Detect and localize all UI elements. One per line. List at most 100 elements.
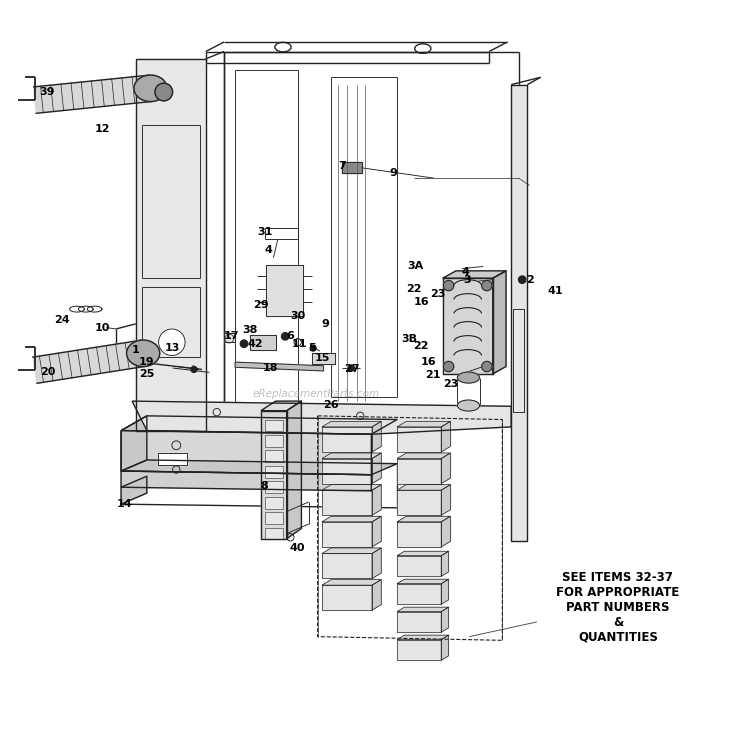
- Text: 1: 1: [132, 344, 140, 355]
- Polygon shape: [265, 512, 283, 524]
- Polygon shape: [372, 453, 381, 484]
- Polygon shape: [121, 416, 147, 471]
- Polygon shape: [322, 553, 372, 578]
- Polygon shape: [322, 453, 381, 459]
- Text: 15: 15: [314, 353, 330, 364]
- Text: 29: 29: [253, 300, 268, 311]
- Polygon shape: [121, 431, 371, 475]
- Polygon shape: [441, 579, 448, 604]
- Polygon shape: [441, 421, 451, 452]
- Polygon shape: [265, 435, 283, 447]
- Polygon shape: [397, 517, 451, 522]
- Polygon shape: [441, 517, 451, 547]
- Circle shape: [482, 361, 492, 372]
- Text: 22: 22: [413, 341, 428, 351]
- Circle shape: [518, 276, 526, 283]
- Polygon shape: [397, 427, 441, 452]
- Text: 2: 2: [526, 275, 533, 285]
- Polygon shape: [121, 471, 371, 491]
- Polygon shape: [397, 579, 448, 584]
- Polygon shape: [372, 548, 381, 578]
- Text: 25: 25: [140, 369, 154, 379]
- Polygon shape: [493, 271, 506, 374]
- Polygon shape: [397, 459, 441, 484]
- Polygon shape: [397, 485, 451, 490]
- Circle shape: [310, 345, 316, 351]
- Text: 17: 17: [224, 331, 239, 342]
- Text: 24: 24: [55, 315, 70, 325]
- Polygon shape: [372, 580, 381, 610]
- Polygon shape: [265, 528, 283, 539]
- Text: 7: 7: [338, 160, 346, 171]
- Text: 8: 8: [261, 481, 268, 491]
- Polygon shape: [33, 340, 146, 383]
- Text: 31: 31: [257, 227, 272, 237]
- Polygon shape: [322, 548, 381, 553]
- Polygon shape: [441, 453, 451, 484]
- Text: 19: 19: [139, 357, 154, 367]
- Polygon shape: [513, 309, 524, 412]
- Polygon shape: [397, 635, 448, 640]
- Polygon shape: [442, 271, 506, 278]
- Polygon shape: [322, 421, 381, 427]
- Ellipse shape: [134, 75, 167, 102]
- Polygon shape: [265, 466, 283, 478]
- Polygon shape: [132, 401, 512, 434]
- Polygon shape: [265, 497, 283, 509]
- Circle shape: [191, 367, 197, 372]
- Circle shape: [158, 329, 185, 355]
- Text: 10: 10: [95, 322, 110, 333]
- Polygon shape: [266, 265, 303, 316]
- Polygon shape: [322, 459, 372, 484]
- Circle shape: [281, 333, 289, 340]
- Text: 6: 6: [286, 331, 294, 342]
- Polygon shape: [224, 333, 236, 342]
- Circle shape: [443, 361, 454, 372]
- Polygon shape: [322, 585, 372, 610]
- Text: 3B: 3B: [401, 333, 418, 344]
- Polygon shape: [397, 522, 441, 547]
- Polygon shape: [121, 460, 397, 475]
- Polygon shape: [441, 607, 448, 632]
- Polygon shape: [322, 485, 381, 490]
- Polygon shape: [121, 476, 147, 504]
- Polygon shape: [286, 401, 302, 539]
- Polygon shape: [236, 362, 323, 371]
- Text: 14: 14: [117, 499, 133, 509]
- Polygon shape: [250, 335, 276, 350]
- Circle shape: [349, 365, 355, 371]
- Polygon shape: [265, 481, 283, 493]
- Polygon shape: [397, 612, 441, 632]
- Text: eReplacementParts.com: eReplacementParts.com: [253, 389, 380, 399]
- Polygon shape: [397, 453, 451, 459]
- Ellipse shape: [127, 340, 160, 367]
- Polygon shape: [397, 607, 448, 612]
- Text: 4: 4: [264, 245, 272, 255]
- Text: 27: 27: [344, 364, 359, 375]
- Polygon shape: [397, 421, 451, 427]
- Circle shape: [240, 340, 248, 347]
- Text: 41: 41: [548, 286, 563, 296]
- Text: 18: 18: [262, 363, 278, 373]
- Polygon shape: [372, 517, 381, 547]
- Text: 11: 11: [292, 339, 308, 349]
- Polygon shape: [397, 640, 441, 660]
- Polygon shape: [342, 162, 362, 173]
- Polygon shape: [441, 551, 448, 576]
- Polygon shape: [322, 522, 372, 547]
- Text: 39: 39: [40, 87, 56, 97]
- Polygon shape: [34, 75, 152, 113]
- Polygon shape: [397, 584, 441, 604]
- Polygon shape: [121, 416, 397, 434]
- Polygon shape: [158, 453, 188, 465]
- Text: 23: 23: [443, 379, 458, 389]
- Text: 21: 21: [424, 370, 440, 381]
- Circle shape: [482, 280, 492, 291]
- Polygon shape: [322, 580, 381, 585]
- Text: 5: 5: [309, 343, 316, 353]
- Text: 16: 16: [413, 297, 429, 307]
- Polygon shape: [313, 353, 334, 364]
- Polygon shape: [372, 485, 381, 515]
- Text: 42: 42: [248, 339, 263, 349]
- Text: 3: 3: [464, 275, 471, 285]
